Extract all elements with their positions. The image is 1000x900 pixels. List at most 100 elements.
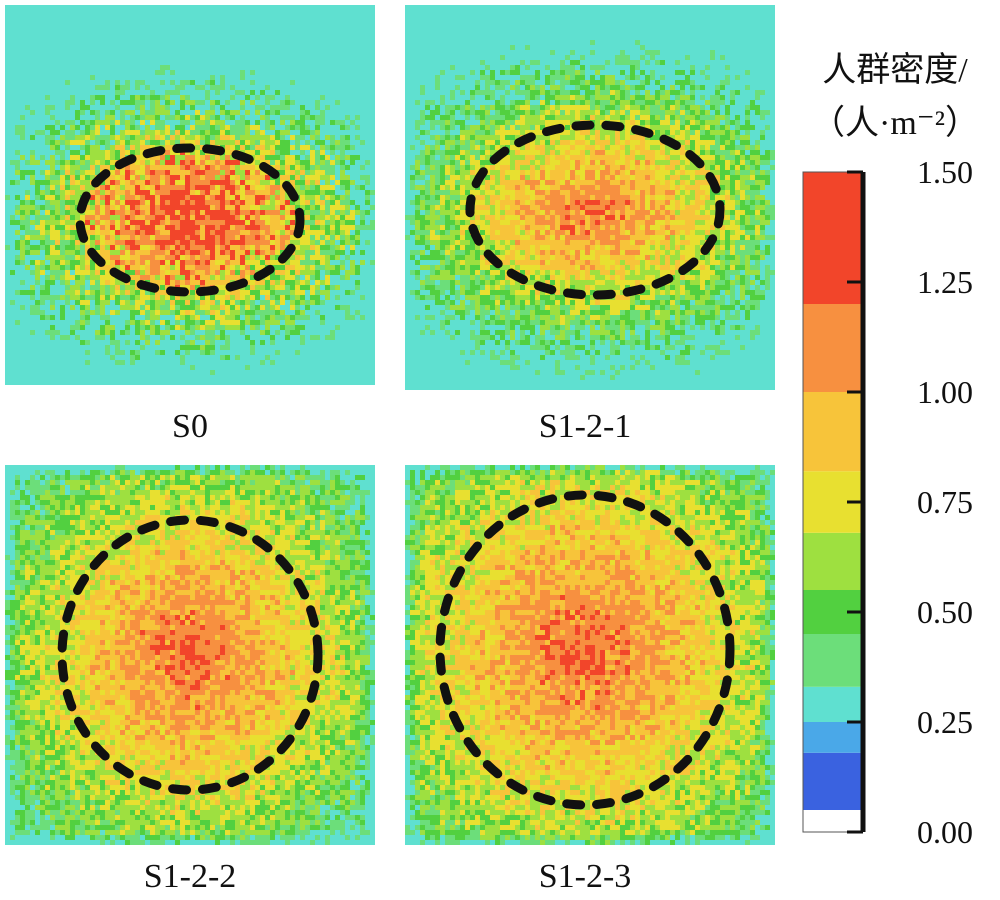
heatmap-cell	[75, 185, 81, 191]
heatmap-cell	[105, 185, 111, 191]
heatmap-cell	[140, 130, 146, 136]
heatmap-cell	[300, 55, 306, 61]
heatmap-cell	[105, 45, 111, 51]
heatmap-cell	[365, 130, 371, 136]
heatmap-cell	[135, 140, 141, 146]
heatmap-cell	[290, 155, 296, 161]
heatmap-cell	[10, 205, 16, 211]
heatmap-cell	[300, 260, 306, 266]
heatmap-cell	[155, 30, 161, 36]
heatmap-cell	[95, 135, 101, 141]
heatmap-cell	[80, 30, 86, 36]
heatmap-cell	[175, 140, 181, 146]
heatmap-cell	[330, 195, 336, 201]
heatmap-cell	[55, 260, 61, 266]
heatmap-cell	[20, 155, 26, 161]
heatmap-cell	[310, 15, 316, 21]
heatmap-cell	[335, 260, 341, 266]
heatmap-cell	[200, 150, 206, 156]
heatmap-cell	[165, 100, 171, 106]
heatmap-cell	[35, 25, 41, 31]
heatmap-cell	[245, 285, 251, 291]
heatmap-panel-s0	[5, 5, 375, 385]
heatmap-cell	[195, 40, 201, 46]
heatmap-cell	[135, 80, 141, 86]
heatmap-cell	[95, 300, 101, 306]
heatmap-cell	[210, 250, 216, 256]
heatmap-cell	[330, 90, 336, 96]
heatmap-cell	[235, 225, 241, 231]
heatmap-cell	[185, 95, 191, 101]
heatmap-cell	[175, 165, 181, 171]
heatmap-cell	[135, 310, 141, 316]
heatmap-cell	[260, 105, 266, 111]
heatmap-cell	[120, 135, 126, 141]
heatmap-cell	[150, 300, 156, 306]
heatmap-cell	[300, 265, 306, 271]
heatmap-cell	[275, 125, 281, 131]
heatmap-cell	[60, 210, 66, 216]
heatmap-cell	[370, 275, 375, 281]
heatmap-cell	[340, 80, 346, 86]
heatmap-cell	[20, 105, 26, 111]
heatmap-cell	[210, 200, 216, 206]
heatmap-cell	[150, 20, 156, 26]
heatmap-cell	[270, 335, 276, 341]
heatmap-cell	[300, 25, 306, 31]
heatmap-cell	[60, 185, 66, 191]
heatmap-cell	[175, 90, 181, 96]
heatmap-cell	[255, 235, 261, 241]
heatmap-cell	[95, 40, 101, 46]
heatmap-cell	[160, 280, 166, 286]
heatmap-cell	[300, 180, 306, 186]
heatmap-cell	[255, 265, 261, 271]
heatmap-cell	[300, 295, 306, 301]
heatmap-cell	[70, 160, 76, 166]
heatmap-cell	[210, 5, 216, 11]
heatmap-cell	[160, 270, 166, 276]
heatmap-cell	[155, 75, 161, 81]
heatmap-cell	[100, 195, 106, 201]
heatmap-cell	[80, 285, 86, 291]
heatmap-cell	[135, 135, 141, 141]
heatmap-cell	[10, 300, 16, 306]
heatmap-cell	[125, 140, 131, 146]
heatmap-cell	[215, 280, 221, 286]
heatmap-cell	[120, 120, 126, 126]
heatmap-cell	[125, 240, 131, 246]
heatmap-cell	[285, 120, 291, 126]
heatmap-cell	[305, 115, 311, 121]
heatmap-cell	[50, 220, 56, 226]
heatmap-cell	[300, 200, 306, 206]
heatmap-cell	[165, 325, 171, 331]
heatmap-cell	[190, 285, 196, 291]
heatmap-cell	[215, 45, 221, 51]
heatmap-cell	[70, 180, 76, 186]
heatmap-cell	[105, 90, 111, 96]
heatmap-cell	[270, 130, 276, 136]
heatmap-cell	[245, 205, 251, 211]
heatmap-cell	[345, 50, 351, 56]
heatmap-cell	[40, 120, 46, 126]
heatmap-cell	[285, 45, 291, 51]
heatmap-cell	[350, 165, 356, 171]
heatmap-cell	[180, 340, 186, 346]
heatmap-cell	[65, 310, 71, 316]
heatmap-cell	[25, 80, 31, 86]
heatmap-cell	[230, 25, 236, 31]
heatmap-cell	[320, 105, 326, 111]
heatmap-cell	[300, 170, 306, 176]
heatmap-cell	[290, 60, 296, 66]
heatmap-cell	[230, 315, 236, 321]
heatmap-cell	[350, 170, 356, 176]
heatmap-cell	[100, 75, 106, 81]
heatmap-cell	[80, 250, 86, 256]
heatmap-cell	[10, 195, 16, 201]
heatmap-cell	[260, 295, 266, 301]
heatmap-cell	[255, 150, 261, 156]
heatmap-cell	[55, 85, 61, 91]
heatmap-cell	[100, 100, 106, 106]
heatmap-cell	[10, 235, 16, 241]
heatmap-cell	[210, 155, 216, 161]
heatmap-cell	[300, 35, 306, 41]
